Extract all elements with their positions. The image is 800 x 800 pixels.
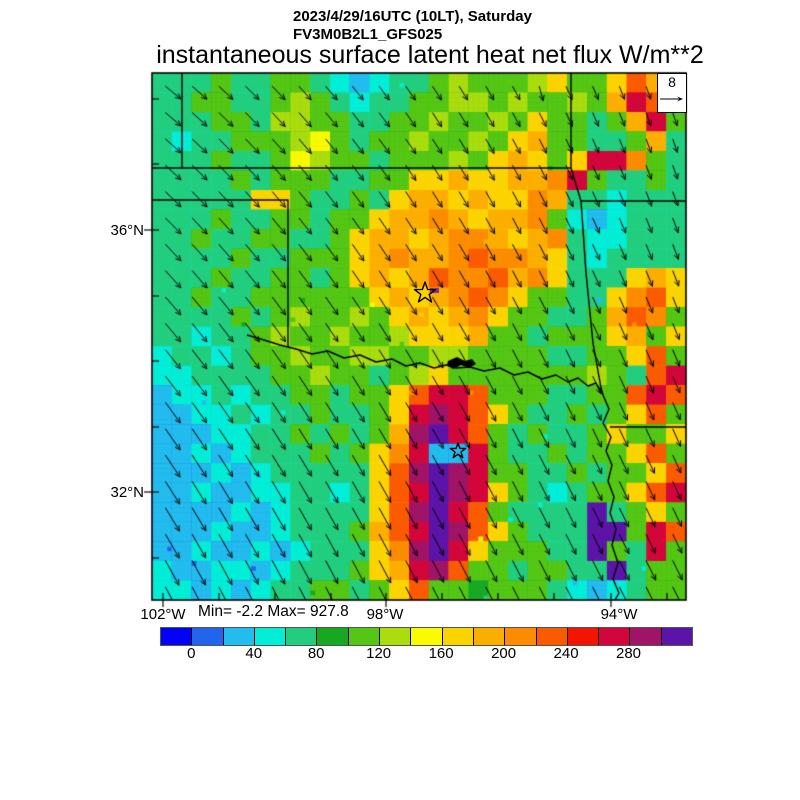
reference-arrow-icon <box>660 96 683 102</box>
colorbar-segment <box>161 628 192 645</box>
colorbar-segment <box>285 628 317 645</box>
header-model-id: FV3M0B2L1_GFS025 <box>293 26 443 43</box>
colorbar-tick-label: 80 <box>307 645 325 662</box>
colorbar-segment <box>441 628 473 645</box>
colorbar-tick-label: 40 <box>245 645 263 662</box>
colorbar-tick-label: 160 <box>428 645 454 662</box>
lon-label-98w: 98°W <box>366 606 404 623</box>
colorbar-segment <box>629 628 661 645</box>
lat-label-32n: 32°N <box>110 484 144 501</box>
lat-label-36n: 36°N <box>110 222 144 239</box>
colorbar-segment <box>472 628 505 645</box>
colorbar-tick-label: 240 <box>553 645 579 662</box>
colorbar-segment <box>191 628 223 645</box>
flux-colorbar <box>160 627 693 646</box>
wind-reference-legend: 8 <box>657 73 687 113</box>
colorbar-segment <box>660 628 693 645</box>
colorbar-segment <box>316 628 348 645</box>
colorbar-segment <box>253 628 286 645</box>
colorbar-segment <box>535 628 567 645</box>
colorbar-tick-label: 200 <box>491 645 517 662</box>
colorbar-segment <box>566 628 599 645</box>
lon-label-102w: 102°W <box>140 606 186 623</box>
colorbar-segment <box>379 628 411 645</box>
min-max-readout: Min= -2.2 Max= 927.8 <box>198 603 349 620</box>
colorbar-segment <box>222 628 254 645</box>
colorbar-segment <box>598 628 630 645</box>
colorbar-tick-label: 280 <box>616 645 642 662</box>
colorbar-segment <box>347 628 380 645</box>
lon-label-94w: 94°W <box>600 606 638 623</box>
header-datetime: 2023/4/29/16UTC (10LT), Saturday <box>293 8 532 25</box>
colorbar-tick-label: 0 <box>187 645 196 662</box>
colorbar-tick-label: 120 <box>366 645 392 662</box>
flux-heatmap-canvas <box>142 63 696 610</box>
colorbar-segment <box>504 628 536 645</box>
wind-reference-value: 8 <box>668 74 676 90</box>
colorbar-segment <box>410 628 442 645</box>
